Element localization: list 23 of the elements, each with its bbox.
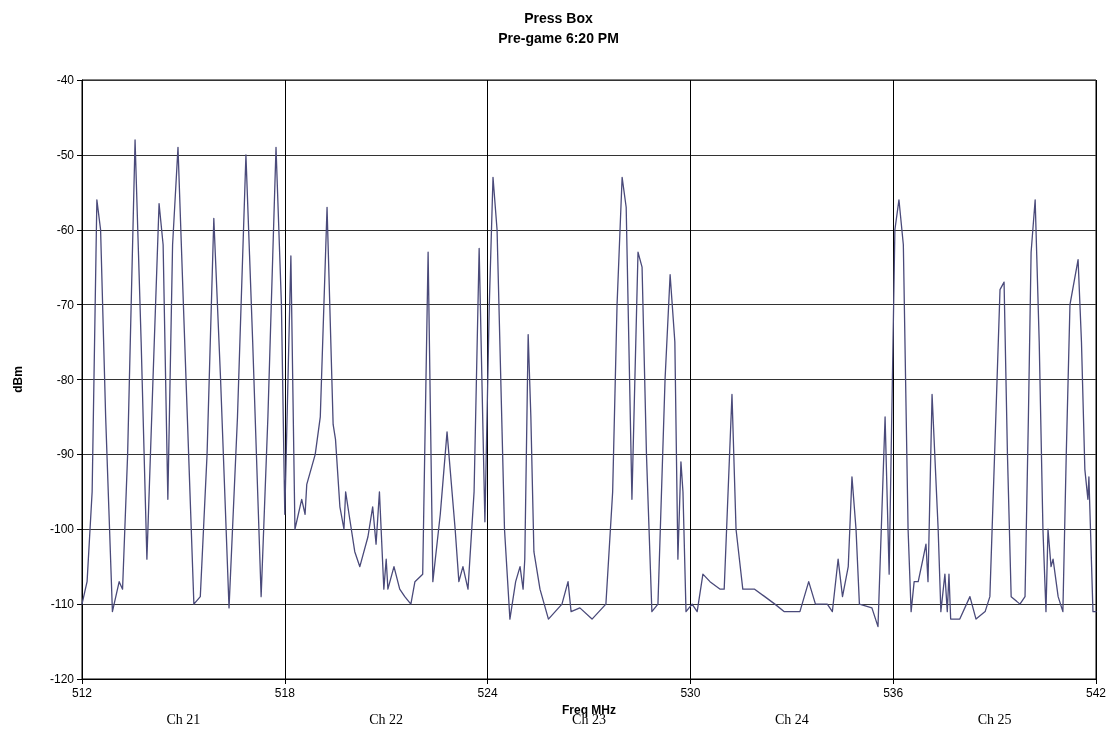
y-tick-label: -80 <box>56 372 75 387</box>
x-tick-label: 524 <box>477 686 498 700</box>
y-tick-label: -40 <box>56 73 75 87</box>
x-tick-label: 536 <box>883 686 904 700</box>
y-tick-label: -100 <box>49 522 75 537</box>
x-tick-label: 518 <box>274 686 296 700</box>
text: Ch 24 <box>774 711 809 727</box>
chart-title: Press Box <box>524 10 593 26</box>
y-tick-label: -60 <box>56 222 75 237</box>
y-tick-label: -70 <box>56 297 75 312</box>
text: Ch 21 <box>166 711 201 727</box>
text: Ch 25 <box>977 711 1012 727</box>
y-tick-label: -90 <box>56 447 75 462</box>
text: Ch 22 <box>369 711 404 727</box>
chart-subtitle: Pre-game 6:20 PM <box>498 30 619 46</box>
y-axis-title: dBm <box>11 366 25 393</box>
y-tick-label: -110 <box>50 597 75 612</box>
y-tick-label: -50 <box>56 147 75 162</box>
y-tick-label: -120 <box>49 672 75 686</box>
x-tick-label: 542 <box>1085 686 1107 700</box>
x-tick-label: 530 <box>680 686 701 700</box>
line-series <box>81 139 1097 628</box>
x-tick-label: 512 <box>71 686 93 700</box>
